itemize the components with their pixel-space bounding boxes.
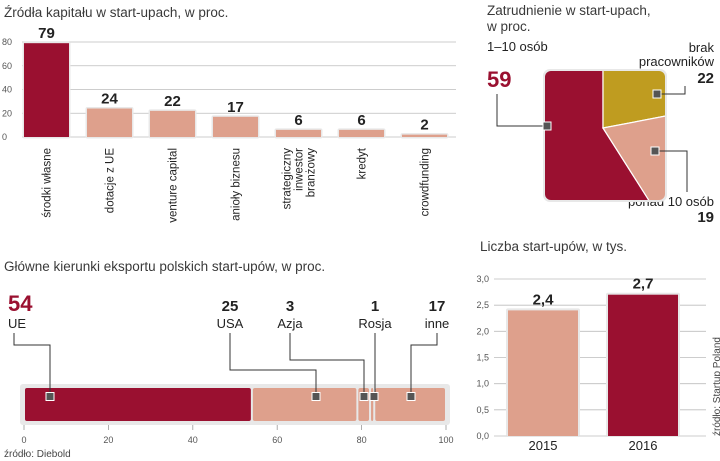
pie-slice-no-staff [602,71,665,129]
export-label-azja: Azja [277,316,303,331]
funding-category-label: crowdfunding [420,148,432,216]
funding-bar [24,43,69,137]
pie-value-large-firms: 19 [697,209,714,226]
export-x-tick: 60 [272,435,282,445]
employment-chart: Zatrudnienie w start-upach, w proc. 1–10… [486,3,715,226]
export-label-ue: UE [8,316,26,331]
funding-y-tick: 0 [2,132,7,142]
pie-marker-small-firms [542,121,552,131]
funding-value-label: 6 [357,112,365,129]
employment-chart-title-line-1: Zatrudnienie w start-upach, [487,3,651,18]
funding-bar [402,134,447,137]
source-left: źródło: Diebold [4,449,71,460]
funding-bar [276,129,321,137]
pie-label-no-staff-line-1: brak [689,40,715,55]
export-marker-usa [311,392,321,401]
funding-category-label: kredyt [357,147,369,179]
export-marker-inne [406,392,416,401]
funding-y-tick: 20 [2,108,12,118]
count-y-tick: 2,5 [476,300,489,310]
pie-label-small-firms: 1–10 osób [487,39,548,54]
employment-chart-title-line-2: w proc. [486,19,531,34]
funding-y-tick: 40 [2,85,12,95]
funding-category-label: branżowy [306,148,318,197]
count-y-tick: 1,5 [476,353,489,363]
count-chart-title: Liczba start-upów, w tys. [480,239,627,254]
funding-chart-title: Źródła kapitału w start-upach, w proc. [4,5,228,20]
funding-value-label: 79 [38,25,55,42]
pie-leader-no-staff [657,86,686,95]
pie-value-small-firms: 59 [487,67,511,92]
export-x-tick: 100 [438,435,453,445]
pie-marker-large-firms [650,146,660,156]
export-leader-usa [229,333,317,397]
export-x-tick: 80 [357,435,367,445]
pie-slice-large-firms [602,89,665,200]
export-marker-azja [359,392,369,401]
count-y-tick: 0,5 [476,405,489,415]
count-bar [608,294,678,436]
count-category-label: 2016 [629,438,658,453]
export-marker-rosja [369,392,379,401]
pie-slice-small-firms [545,71,665,200]
funding-value-label: 17 [227,99,244,116]
export-value-azja: 3 [286,298,294,315]
pie-label-no-staff-line-2: pracowników [639,54,715,69]
export-segment-inne [375,388,445,421]
export-chart: Główne kierunki eksportu polskich start-… [4,259,454,445]
funding-chart: Źródła kapitału w start-upach, w proc. 0… [2,5,456,223]
pie-slices [545,71,665,200]
export-value-rosja: 1 [371,298,379,315]
count-y-tick: 1,0 [476,379,489,389]
export-chart-title: Główne kierunki eksportu polskich start-… [4,259,325,274]
funding-category-label: inwestor [294,148,306,191]
funding-value-label: 2 [420,117,428,134]
funding-category-label: dotacje z UE [105,148,117,214]
funding-category-label: anioły biznesu [231,148,243,221]
export-value-ue: 54 [8,291,33,316]
funding-value-label: 6 [294,112,302,129]
count-y-tick: 3,0 [476,274,489,284]
export-x-tick: 40 [188,435,198,445]
export-leader-inne [410,333,438,397]
source-right: źródło: Startup Poland [712,337,720,436]
count-y-tick: 2,0 [476,326,489,336]
export-leader-ue [13,333,51,397]
funding-value-label: 22 [164,93,181,110]
export-x-tick: 0 [21,435,26,445]
export-label-rosja: Rosja [358,316,392,331]
funding-y-tick: 60 [2,61,12,71]
pie-value-no-staff: 22 [697,70,714,87]
export-segment-usa [252,388,357,421]
pie-leader-small-firms [496,94,547,127]
export-marker-ue [45,392,55,401]
export-leader-azja [289,333,365,397]
export-segment-ue [25,388,251,421]
funding-bar [87,108,132,137]
export-label-usa: USA [217,316,244,331]
count-bar [508,310,578,436]
count-chart: Liczba start-upów, w tys. 0,0 0,5 1,0 1,5 2,… [476,239,706,453]
funding-category-label: środki własne [42,148,54,218]
funding-bar [213,116,258,137]
funding-y-tick: 80 [2,37,12,47]
count-value-label: 2,4 [533,291,555,308]
export-value-usa: 25 [222,298,239,315]
funding-value-label: 24 [101,91,118,108]
export-x-tick: 20 [103,435,113,445]
funding-category-label: venture capital [168,148,180,223]
count-value-label: 2,7 [633,276,654,293]
export-value-inne: 17 [429,298,446,315]
count-category-label: 2015 [529,438,558,453]
funding-bar [339,129,384,137]
count-y-tick: 0,0 [476,431,489,441]
funding-category-label: strategiczny [282,148,294,210]
funding-bar [150,110,195,137]
export-label-inne: inne [425,316,450,331]
pie-marker-no-staff [652,89,662,99]
pie-leader-large-firms [655,150,688,192]
